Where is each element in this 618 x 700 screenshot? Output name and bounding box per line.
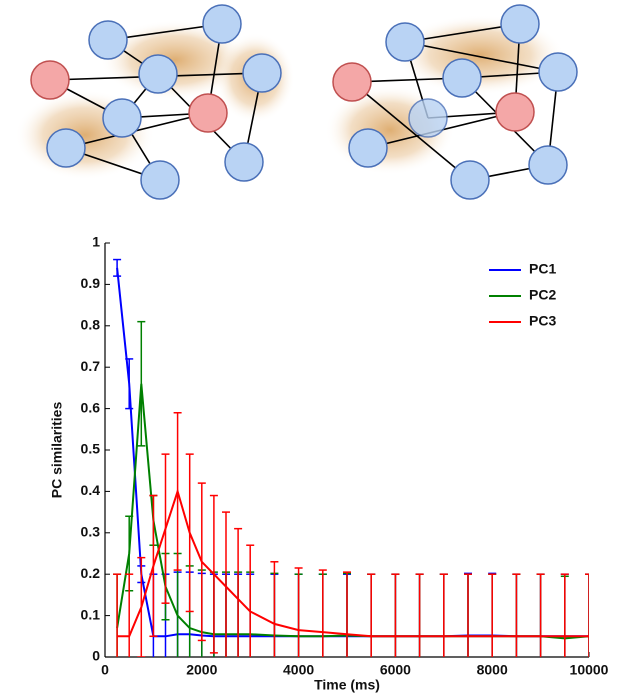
network-left [15,4,295,200]
y-tick-label: 0.9 [81,275,101,291]
legend-label: PC1 [529,261,556,277]
legend-label: PC3 [529,313,556,329]
series-line [116,267,589,638]
network-right [325,4,578,200]
series-line [117,488,589,638]
series-line [116,383,589,640]
x-axis-label: Time (ms) [314,677,380,693]
y-tick-label: 0.1 [81,606,101,622]
y-tick-label: 0.3 [81,524,101,540]
chart: 0 0.1 0.2 0.3 0.4 0.5 0.6 0.7 0.8 0.9 1 0 2000 4000 60… [49,234,609,693]
y-tick-label: 0.5 [81,441,101,457]
x-tick-label: 4000 [283,662,314,678]
x-tick-label: 0 [101,662,109,678]
x-tick-label: 8000 [477,662,508,678]
x-tick-label: 2000 [186,662,217,678]
y-tick-label: 0.6 [81,399,101,415]
x-tick-label: 10000 [570,662,609,678]
y-tick-label: 0.8 [81,317,101,333]
legend-label: PC2 [529,287,556,303]
plot-area [113,258,589,657]
x-tick-label: 6000 [380,662,411,678]
y-tick-label: 1 [92,234,100,250]
y-axis-label: PC similarities [49,402,65,499]
y-tick-label: 0.2 [81,565,101,581]
y-tick-label: 0.7 [81,358,101,374]
y-tick-label: 0.4 [81,482,101,498]
y-tick-label: 0 [92,648,100,664]
